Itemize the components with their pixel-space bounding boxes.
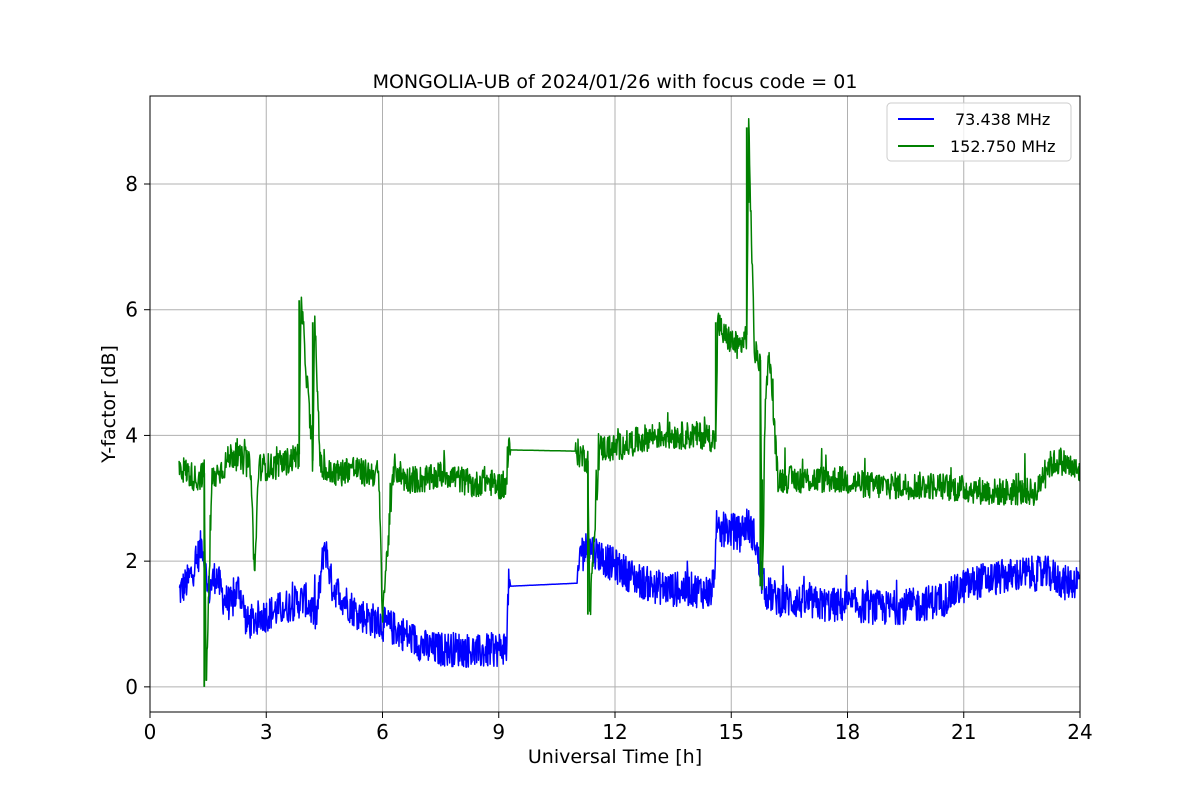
series-layer (178, 118, 1080, 687)
chart-title: MONGOLIA-UB of 2024/01/26 with focus cod… (373, 71, 858, 93)
y-tick-label: 2 (125, 549, 138, 573)
series-line-73mhz (178, 508, 1080, 668)
legend: 73.438 MHz 152.750 MHz (886, 102, 1072, 162)
x-tick-label: 9 (492, 720, 505, 744)
x-tick-label: 24 (1067, 720, 1092, 744)
y-tick-label: 0 (125, 675, 138, 699)
x-tick-label: 0 (144, 720, 157, 744)
x-axis-label: Universal Time [h] (528, 746, 702, 768)
x-tick-label: 6 (376, 720, 389, 744)
y-axis-label: Y-factor [dB] (98, 345, 120, 464)
x-tick-label: 3 (260, 720, 273, 744)
series-line-152mhz (178, 118, 1080, 681)
x-tick-label: 21 (951, 720, 976, 744)
y-tick-label: 6 (125, 298, 138, 322)
x-tick-label: 15 (719, 720, 744, 744)
legend-label-152mhz: 152.750 MHz (950, 137, 1055, 156)
x-tick-label: 18 (835, 720, 860, 744)
x-tick-label: 12 (602, 720, 627, 744)
legend-label-73mhz: 73.438 MHz (955, 110, 1050, 129)
y-tick-label: 8 (125, 172, 138, 196)
y-tick-label: 4 (125, 423, 138, 447)
